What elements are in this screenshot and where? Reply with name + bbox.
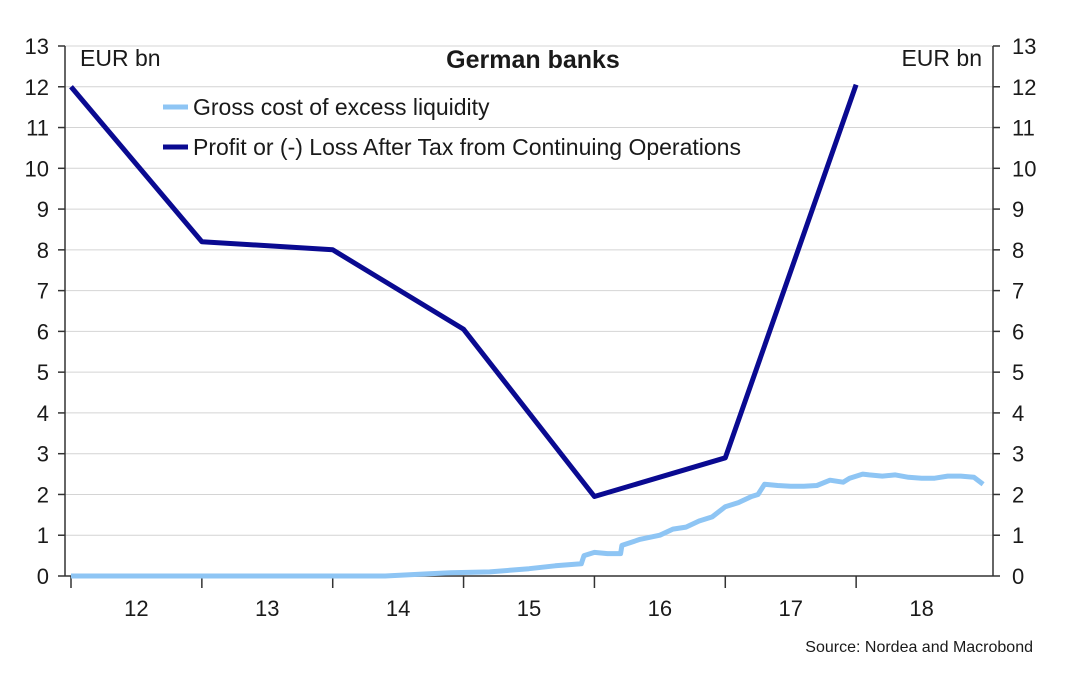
y-tick-label-right: 5: [1012, 360, 1024, 385]
y-tick-label-left: 6: [37, 319, 49, 344]
x-tick-label: 17: [778, 596, 802, 621]
y-tick-label-right: 8: [1012, 238, 1024, 263]
y-tick-label-left: 11: [26, 116, 49, 141]
x-tick-label: 15: [517, 596, 541, 621]
y-tick-label-left: 2: [37, 482, 49, 507]
y-tick-label-right: 6: [1012, 319, 1024, 344]
y-tick-label-left: 3: [37, 442, 49, 467]
legend-label-excess-liquidity: Gross cost of excess liquidity: [193, 94, 490, 120]
y-tick-label-left: 8: [37, 238, 49, 263]
y-tick-label-left: 7: [37, 279, 49, 304]
y-tick-label-right: 3: [1012, 442, 1024, 467]
right-axis-unit: EUR bn: [901, 45, 982, 71]
y-tick-label-left: 5: [37, 360, 49, 385]
y-tick-label-right: 12: [1012, 75, 1036, 100]
y-tick-label-right: 13: [1012, 34, 1036, 59]
y-tick-label-right: 11: [1012, 116, 1035, 141]
series-line-profit-loss: [69, 83, 859, 499]
y-tick-label-left: 1: [37, 523, 49, 548]
series-line-excess-liquidity: [71, 471, 985, 579]
source-note: Source: Nordea and Macrobond: [805, 639, 1033, 656]
y-tick-label-left: 12: [25, 75, 49, 100]
y-tick-label-right: 10: [1012, 156, 1036, 181]
legend: Gross cost of excess liquidity Profit or…: [163, 94, 741, 160]
y-tick-label-right: 7: [1012, 279, 1024, 304]
y-tick-label-left: 13: [25, 34, 49, 59]
x-tick-label: 14: [386, 596, 410, 621]
y-tick-label-right: 0: [1012, 564, 1024, 589]
series-group: [69, 83, 985, 579]
y-tick-label-right: 9: [1012, 197, 1024, 222]
gridlines: [65, 45, 993, 536]
y-tick-label-left: 0: [37, 564, 49, 589]
left-axis-unit: EUR bn: [80, 45, 161, 71]
legend-label-profit-loss: Profit or (-) Loss After Tax from Contin…: [193, 134, 741, 160]
y-tick-label-right: 4: [1012, 401, 1024, 426]
x-tick-label: 16: [648, 596, 672, 621]
y-tick-label-left: 4: [37, 401, 49, 426]
x-tick-label: 13: [255, 596, 279, 621]
y-tick-label-left: 9: [37, 197, 49, 222]
y-tick-label-right: 2: [1012, 482, 1024, 507]
x-tick-label: 18: [909, 596, 933, 621]
x-tick-label: 12: [124, 596, 148, 621]
y-tick-label-right: 1: [1012, 523, 1024, 548]
y-tick-label-left: 10: [25, 156, 49, 181]
chart-title: German banks: [446, 46, 620, 74]
